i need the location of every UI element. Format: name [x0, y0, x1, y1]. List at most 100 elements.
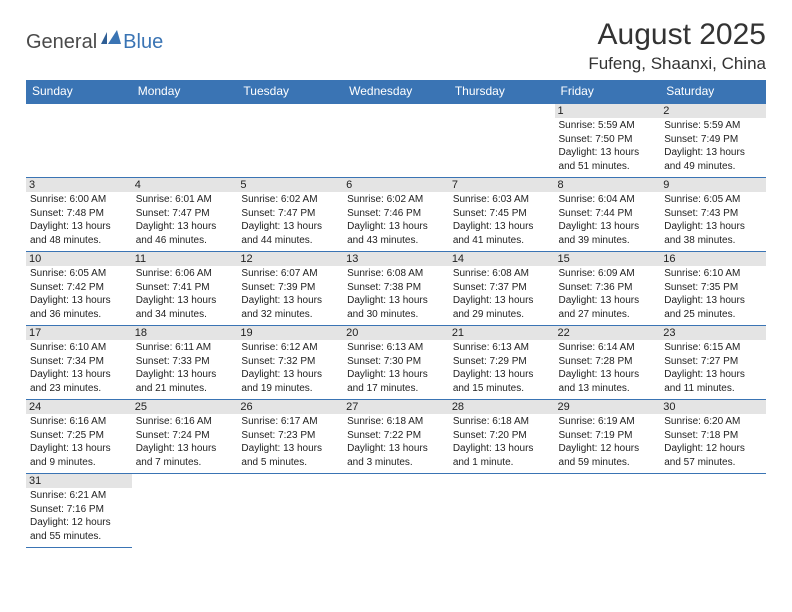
day-number: 18 [132, 326, 238, 340]
calendar-cell-empty [237, 103, 343, 178]
calendar-row: 17Sunrise: 6:10 AMSunset: 7:34 PMDayligh… [26, 326, 766, 400]
calendar-cell-empty [343, 474, 449, 548]
day-number: 7 [449, 178, 555, 192]
day-info: Sunrise: 6:12 AMSunset: 7:32 PMDaylight:… [241, 341, 339, 395]
calendar-cell: 30Sunrise: 6:20 AMSunset: 7:18 PMDayligh… [660, 400, 766, 474]
day-info: Sunrise: 6:03 AMSunset: 7:45 PMDaylight:… [453, 193, 551, 247]
day-number: 14 [449, 252, 555, 266]
logo: General Blue [26, 30, 163, 55]
header: General Blue August 2025 Fufeng, Shaanxi… [26, 18, 766, 74]
day-info: Sunrise: 6:17 AMSunset: 7:23 PMDaylight:… [241, 415, 339, 469]
calendar-cell: 18Sunrise: 6:11 AMSunset: 7:33 PMDayligh… [132, 326, 238, 400]
day-number: 9 [660, 178, 766, 192]
day-info: Sunrise: 6:10 AMSunset: 7:34 PMDaylight:… [30, 341, 128, 395]
day-info: Sunrise: 6:18 AMSunset: 7:22 PMDaylight:… [347, 415, 445, 469]
day-info: Sunrise: 6:04 AMSunset: 7:44 PMDaylight:… [559, 193, 657, 247]
day-number: 23 [660, 326, 766, 340]
calendar-cell: 23Sunrise: 6:15 AMSunset: 7:27 PMDayligh… [660, 326, 766, 400]
logo-text-general: General [26, 31, 97, 54]
weekday-header: Thursday [449, 80, 555, 103]
day-info: Sunrise: 6:19 AMSunset: 7:19 PMDaylight:… [559, 415, 657, 469]
title-block: August 2025 Fufeng, Shaanxi, China [588, 18, 766, 74]
day-info: Sunrise: 5:59 AMSunset: 7:49 PMDaylight:… [664, 119, 762, 173]
calendar-cell-empty [237, 474, 343, 548]
calendar-cell: 1Sunrise: 5:59 AMSunset: 7:50 PMDaylight… [555, 103, 661, 178]
calendar-cell: 8Sunrise: 6:04 AMSunset: 7:44 PMDaylight… [555, 178, 661, 252]
calendar-cell: 12Sunrise: 6:07 AMSunset: 7:39 PMDayligh… [237, 252, 343, 326]
weekday-header: Monday [132, 80, 238, 103]
day-info: Sunrise: 6:05 AMSunset: 7:42 PMDaylight:… [30, 267, 128, 321]
day-number: 29 [555, 400, 661, 414]
calendar-cell: 31Sunrise: 6:21 AMSunset: 7:16 PMDayligh… [26, 474, 132, 548]
calendar-cell: 28Sunrise: 6:18 AMSunset: 7:20 PMDayligh… [449, 400, 555, 474]
day-info: Sunrise: 6:13 AMSunset: 7:29 PMDaylight:… [453, 341, 551, 395]
calendar-cell: 4Sunrise: 6:01 AMSunset: 7:47 PMDaylight… [132, 178, 238, 252]
calendar-cell-empty [449, 103, 555, 178]
calendar-table: SundayMondayTuesdayWednesdayThursdayFrid… [26, 80, 766, 548]
day-info: Sunrise: 6:15 AMSunset: 7:27 PMDaylight:… [664, 341, 762, 395]
weekday-header: Saturday [660, 80, 766, 103]
day-number: 11 [132, 252, 238, 266]
day-number: 27 [343, 400, 449, 414]
calendar-cell: 25Sunrise: 6:16 AMSunset: 7:24 PMDayligh… [132, 400, 238, 474]
calendar-cell-empty [555, 474, 661, 548]
day-number: 24 [26, 400, 132, 414]
day-info: Sunrise: 6:08 AMSunset: 7:37 PMDaylight:… [453, 267, 551, 321]
day-info: Sunrise: 6:10 AMSunset: 7:35 PMDaylight:… [664, 267, 762, 321]
calendar-row: 1Sunrise: 5:59 AMSunset: 7:50 PMDaylight… [26, 103, 766, 178]
day-info: Sunrise: 6:11 AMSunset: 7:33 PMDaylight:… [136, 341, 234, 395]
calendar-cell: 6Sunrise: 6:02 AMSunset: 7:46 PMDaylight… [343, 178, 449, 252]
day-number: 5 [237, 178, 343, 192]
day-info: Sunrise: 6:16 AMSunset: 7:25 PMDaylight:… [30, 415, 128, 469]
day-number: 28 [449, 400, 555, 414]
weekday-header-row: SundayMondayTuesdayWednesdayThursdayFrid… [26, 80, 766, 103]
day-number: 10 [26, 252, 132, 266]
calendar-cell: 24Sunrise: 6:16 AMSunset: 7:25 PMDayligh… [26, 400, 132, 474]
calendar-cell: 20Sunrise: 6:13 AMSunset: 7:30 PMDayligh… [343, 326, 449, 400]
calendar-cell-empty [132, 474, 238, 548]
calendar-cell: 17Sunrise: 6:10 AMSunset: 7:34 PMDayligh… [26, 326, 132, 400]
day-info: Sunrise: 6:13 AMSunset: 7:30 PMDaylight:… [347, 341, 445, 395]
day-info: Sunrise: 6:02 AMSunset: 7:46 PMDaylight:… [347, 193, 445, 247]
day-number: 31 [26, 474, 132, 488]
calendar-cell: 9Sunrise: 6:05 AMSunset: 7:43 PMDaylight… [660, 178, 766, 252]
weekday-header: Sunday [26, 80, 132, 103]
day-number: 25 [132, 400, 238, 414]
day-number: 15 [555, 252, 661, 266]
day-number: 13 [343, 252, 449, 266]
calendar-cell: 15Sunrise: 6:09 AMSunset: 7:36 PMDayligh… [555, 252, 661, 326]
calendar-cell: 7Sunrise: 6:03 AMSunset: 7:45 PMDaylight… [449, 178, 555, 252]
location: Fufeng, Shaanxi, China [588, 54, 766, 74]
calendar-cell-empty [660, 474, 766, 548]
day-number: 4 [132, 178, 238, 192]
calendar-cell: 5Sunrise: 6:02 AMSunset: 7:47 PMDaylight… [237, 178, 343, 252]
day-number: 20 [343, 326, 449, 340]
day-info: Sunrise: 6:20 AMSunset: 7:18 PMDaylight:… [664, 415, 762, 469]
calendar-cell-empty [449, 474, 555, 548]
calendar-cell: 22Sunrise: 6:14 AMSunset: 7:28 PMDayligh… [555, 326, 661, 400]
day-number: 17 [26, 326, 132, 340]
weekday-header: Friday [555, 80, 661, 103]
calendar-row: 10Sunrise: 6:05 AMSunset: 7:42 PMDayligh… [26, 252, 766, 326]
calendar-row: 31Sunrise: 6:21 AMSunset: 7:16 PMDayligh… [26, 474, 766, 548]
day-info: Sunrise: 6:05 AMSunset: 7:43 PMDaylight:… [664, 193, 762, 247]
day-info: Sunrise: 6:02 AMSunset: 7:47 PMDaylight:… [241, 193, 339, 247]
weekday-header: Wednesday [343, 80, 449, 103]
day-info: Sunrise: 6:01 AMSunset: 7:47 PMDaylight:… [136, 193, 234, 247]
day-number: 19 [237, 326, 343, 340]
day-info: Sunrise: 6:09 AMSunset: 7:36 PMDaylight:… [559, 267, 657, 321]
calendar-cell: 29Sunrise: 6:19 AMSunset: 7:19 PMDayligh… [555, 400, 661, 474]
day-number: 3 [26, 178, 132, 192]
weekday-header: Tuesday [237, 80, 343, 103]
logo-text-blue: Blue [123, 31, 163, 54]
flag-icon [101, 30, 123, 51]
day-number: 2 [660, 104, 766, 118]
day-info: Sunrise: 6:16 AMSunset: 7:24 PMDaylight:… [136, 415, 234, 469]
calendar-cell: 13Sunrise: 6:08 AMSunset: 7:38 PMDayligh… [343, 252, 449, 326]
day-number: 1 [555, 104, 661, 118]
day-info: Sunrise: 6:21 AMSunset: 7:16 PMDaylight:… [30, 489, 128, 543]
calendar-row: 3Sunrise: 6:00 AMSunset: 7:48 PMDaylight… [26, 178, 766, 252]
day-number: 6 [343, 178, 449, 192]
calendar-cell-empty [26, 103, 132, 178]
calendar-cell-empty [343, 103, 449, 178]
